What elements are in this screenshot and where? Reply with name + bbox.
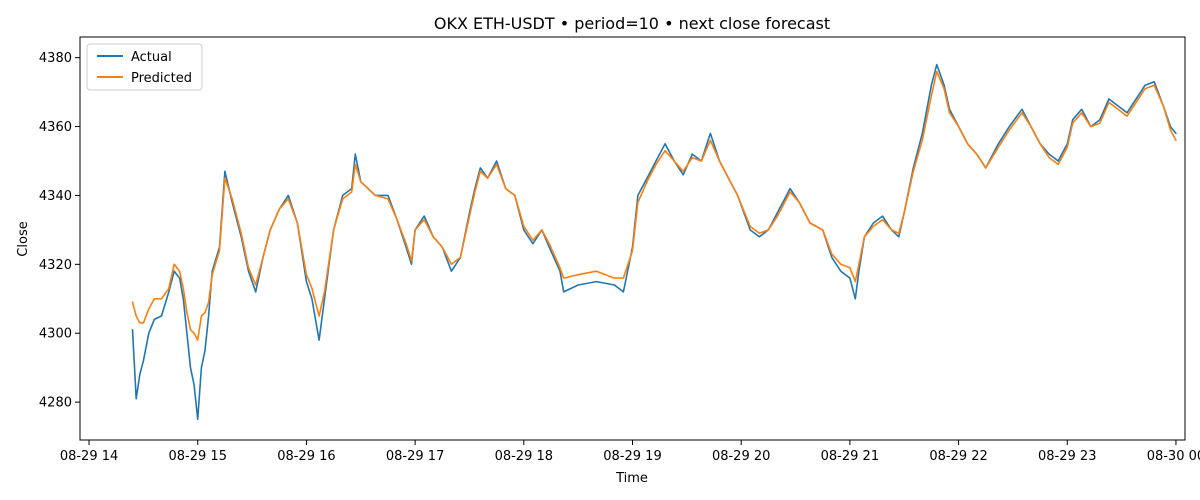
chart-title: OKX ETH-USDT • period=10 • next close fo…	[434, 14, 830, 33]
legend: Actual Predicted	[86, 43, 203, 91]
x-tick-label: 08-29 16	[277, 449, 335, 464]
x-tick-label: 08-29 20	[712, 449, 770, 464]
y-tick-label: 4280	[39, 396, 72, 411]
y-tick-label: 4360	[39, 120, 72, 135]
y-tick-label: 4340	[39, 189, 72, 204]
series-layer	[131, 63, 1177, 421]
y-tick-label: 4380	[39, 51, 72, 66]
x-tick-label: 08-29 19	[603, 449, 661, 464]
x-axis-title: Time	[615, 471, 648, 486]
legend-label-predicted: Predicted	[131, 71, 192, 86]
y-axis-title: Close	[16, 221, 31, 256]
y-axis: 4280 4300 4320 4340 4360 4380	[39, 51, 80, 411]
y-tick-label: 4300	[39, 327, 72, 342]
x-tick-label: 08-29 14	[60, 449, 118, 464]
x-tick-label: 08-29 23	[1038, 449, 1096, 464]
x-tick-label: 08-29 21	[821, 449, 879, 464]
x-axis: 08-29 14 08-29 15 08-29 16 08-29 17 08-29 18…	[60, 440, 1200, 464]
x-tick-label: 08-30 00	[1147, 449, 1200, 464]
x-tick-label: 08-29 18	[495, 449, 553, 464]
legend-label-actual: Actual	[131, 50, 172, 65]
series-line-predicted	[131, 70, 1177, 341]
x-tick-label: 08-29 17	[386, 449, 444, 464]
x-tick-label: 08-29 22	[929, 449, 987, 464]
x-tick-label: 08-29 15	[169, 449, 227, 464]
y-tick-label: 4320	[39, 258, 72, 273]
